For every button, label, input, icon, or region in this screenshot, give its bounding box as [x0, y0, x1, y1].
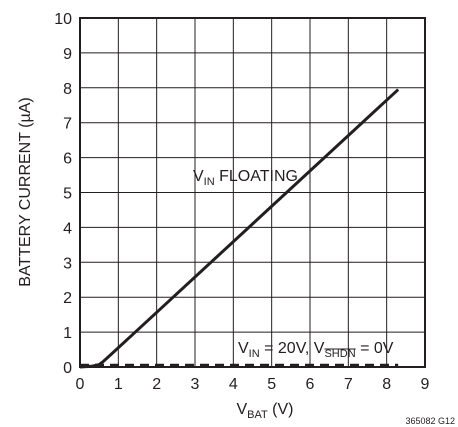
- y-tick-label: 4: [63, 220, 72, 237]
- x-tick-label: 3: [191, 376, 200, 393]
- series-line-1: [79, 88, 400, 369]
- x-tick-label: 1: [114, 376, 123, 393]
- x-tick-label: 9: [421, 376, 430, 393]
- x-tick-label: 5: [267, 376, 276, 393]
- y-tick-label: 9: [63, 46, 72, 63]
- y-axis-label: BATTERY CURRENT (µA): [17, 97, 34, 286]
- y-tick-label: 10: [54, 11, 72, 28]
- y-tick-label: 1: [63, 325, 72, 342]
- y-tick-label: 0: [63, 360, 72, 377]
- series-group: [79, 88, 400, 369]
- y-tick-label: 8: [63, 81, 72, 98]
- x-tick-label: 6: [306, 376, 315, 393]
- grid-lines: [80, 18, 425, 367]
- series-label-vin-20v-shdn-0v: VIN = 20V, VSHDN = 0V: [238, 340, 394, 360]
- y-tick-labels: 0 1 2 3 4 5 6 7 8 9 10: [54, 11, 72, 377]
- series-label-vin-floating: VIN FLOATING: [193, 168, 298, 188]
- x-tick-labels: 0 1 2 3 4 5 6 7 8 9: [76, 376, 430, 393]
- y-tick-label: 7: [63, 116, 72, 133]
- plot-frame: [79, 17, 426, 368]
- x-tick-label: 2: [152, 376, 161, 393]
- y-tick-label: 6: [63, 151, 72, 168]
- x-axis-label: VBAT (V): [236, 401, 293, 421]
- figure-id: 365082 G12: [405, 416, 455, 426]
- x-tick-label: 4: [229, 376, 238, 393]
- x-tick-label: 8: [382, 376, 391, 393]
- x-tick-label: 0: [76, 376, 85, 393]
- y-tick-label: 5: [63, 186, 72, 203]
- y-tick-label: 2: [63, 290, 72, 307]
- y-tick-label: 3: [63, 255, 72, 272]
- x-tick-label: 7: [344, 376, 353, 393]
